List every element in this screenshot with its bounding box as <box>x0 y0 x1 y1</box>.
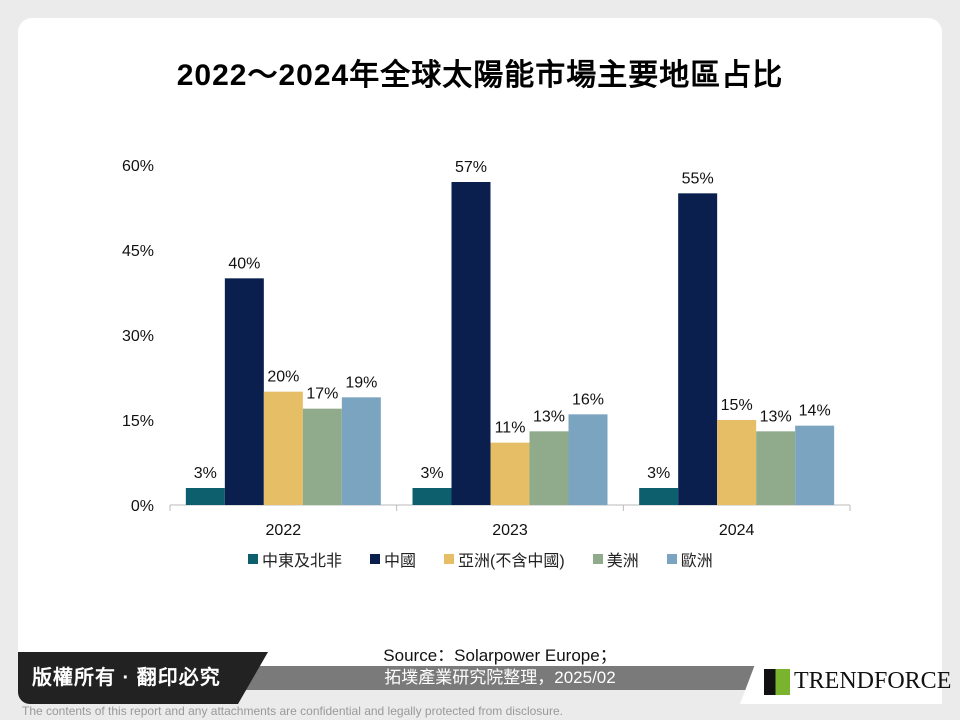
y-tick-label: 15% <box>122 413 154 430</box>
data-label: 3% <box>420 465 443 482</box>
data-label: 19% <box>345 374 377 391</box>
legend: 中東及北非 中國 亞洲(不含中國) 美洲 歐洲 <box>248 547 713 571</box>
bar <box>224 278 264 505</box>
bar <box>490 442 530 505</box>
bar <box>529 431 569 505</box>
logo-icon <box>764 668 790 695</box>
data-label: 3% <box>647 465 670 482</box>
bar <box>795 425 835 505</box>
bar <box>263 391 303 505</box>
legend-label: 中東及北非 <box>262 553 343 570</box>
legend-item: 中國 <box>370 547 416 571</box>
bar <box>717 420 757 505</box>
chart-title: 2022～2024年全球太陽能市場主要地區占比 <box>176 59 784 92</box>
data-label: 55% <box>682 170 714 187</box>
data-label: 40% <box>228 255 260 272</box>
trendforce-logo: TRENDFORCE <box>764 668 951 695</box>
x-tick-label: 2024 <box>719 522 755 539</box>
bar <box>412 488 452 505</box>
source-note: Source：Solarpower Europe； 拓墣產業研究院整理，2025… <box>300 645 700 689</box>
logo-text: TRENDFORCE <box>794 668 952 694</box>
bar <box>451 182 491 505</box>
bar <box>568 414 608 505</box>
x-tick-label: 2023 <box>492 522 528 539</box>
data-label: 20% <box>267 369 299 386</box>
y-tick-label: 45% <box>122 243 154 260</box>
y-tick-label: 60% <box>122 158 154 175</box>
bar <box>639 488 679 505</box>
data-label: 15% <box>721 397 753 414</box>
data-label: 17% <box>306 386 338 403</box>
legend-item: 歐洲 <box>666 547 713 571</box>
data-label: 13% <box>533 408 565 425</box>
data-label: 14% <box>799 403 831 420</box>
legend-swatch <box>370 554 381 564</box>
x-tick-label: 2022 <box>266 522 302 539</box>
disclaimer: The contents of this report and any atta… <box>22 704 563 718</box>
legend-item: 美洲 <box>592 547 639 571</box>
data-label: 16% <box>572 391 604 408</box>
y-tick-label: 30% <box>122 328 154 345</box>
legend-label: 中國 <box>384 553 417 570</box>
copyright-label: 版權所有 · 翻印必究 <box>18 652 268 704</box>
legend-swatch <box>666 554 677 564</box>
legend-label: 美洲 <box>606 553 639 570</box>
y-tick-label: 0% <box>131 498 154 515</box>
data-label: 57% <box>455 159 487 176</box>
legend-swatch <box>592 554 603 564</box>
data-label: 11% <box>495 420 526 437</box>
legend-swatch <box>444 554 455 564</box>
bar <box>185 488 225 505</box>
bar <box>302 408 342 505</box>
data-label: 13% <box>760 408 792 425</box>
bar <box>756 431 796 505</box>
bar <box>341 397 381 505</box>
legend-label: 歐洲 <box>680 553 713 570</box>
legend-swatch <box>248 554 258 564</box>
bar <box>678 193 718 506</box>
legend-item: 中東及北非 <box>248 547 342 571</box>
source-line-2: 拓墣產業研究院整理，2025/02 <box>384 668 616 687</box>
legend-item: 亞洲(不含中國) <box>444 547 565 571</box>
data-label: 3% <box>194 465 217 482</box>
legend-label: 亞洲(不含中國) <box>458 553 565 570</box>
source-line-1: Source：Solarpower Europe； <box>383 646 617 665</box>
